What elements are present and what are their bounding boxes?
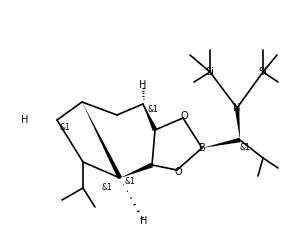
Text: N: N [233, 103, 241, 113]
Text: &1: &1 [60, 123, 70, 131]
Text: &1: &1 [148, 104, 158, 114]
Text: Si: Si [206, 67, 215, 77]
Text: &1: &1 [240, 143, 250, 152]
Text: B: B [199, 143, 205, 153]
Text: &1: &1 [102, 184, 112, 192]
Polygon shape [82, 102, 122, 179]
Polygon shape [120, 163, 153, 178]
Text: Si: Si [259, 67, 268, 77]
Text: H: H [21, 115, 29, 125]
Polygon shape [235, 108, 240, 140]
Text: O: O [174, 167, 182, 177]
Text: H: H [139, 80, 147, 90]
Text: O: O [180, 111, 188, 121]
Text: H: H [140, 216, 148, 226]
Text: &1: &1 [125, 176, 135, 185]
Polygon shape [202, 138, 240, 148]
Polygon shape [143, 104, 157, 131]
